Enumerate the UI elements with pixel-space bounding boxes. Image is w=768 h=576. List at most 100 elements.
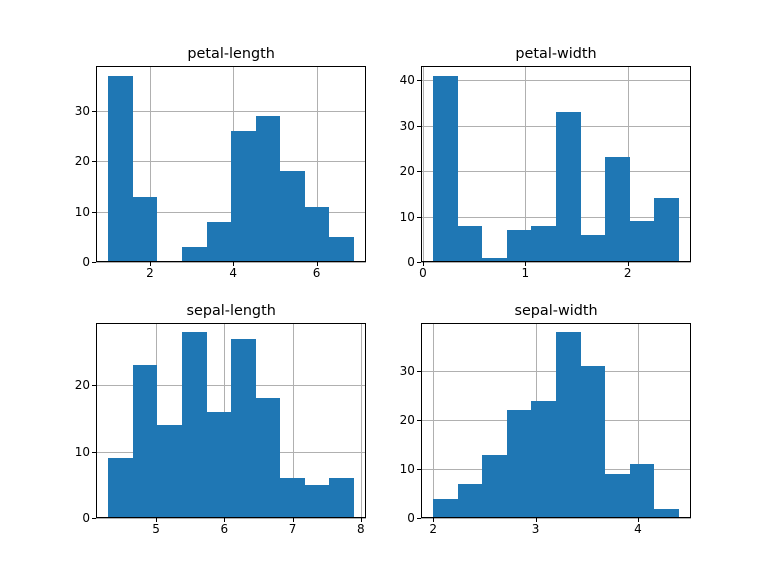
x-tick-label: 2: [429, 522, 437, 536]
histogram-bar: [482, 455, 507, 519]
gridline: [421, 80, 691, 81]
histogram-bar: [458, 226, 483, 262]
tick: [417, 262, 421, 263]
y-tick-label: 40: [397, 73, 415, 87]
histogram-bar: [507, 410, 532, 518]
x-tick-label: 4: [634, 522, 642, 536]
y-tick-label: 10: [397, 210, 415, 224]
tick: [92, 385, 96, 386]
x-tick-label: 2: [146, 266, 154, 280]
chart-title: petal-length: [187, 46, 275, 62]
tick: [92, 161, 96, 162]
gridline: [423, 66, 424, 262]
x-tick-label: 2: [624, 266, 632, 280]
x-tick-label: 5: [152, 522, 160, 536]
histogram-bar: [280, 478, 305, 518]
histogram-bar: [207, 222, 232, 262]
x-tick-label: 7: [289, 522, 297, 536]
y-tick-label: 0: [397, 511, 415, 525]
histogram-bar: [482, 258, 507, 263]
histogram-bar: [207, 412, 232, 519]
histogram-bar: [108, 76, 133, 263]
histogram-bar: [581, 235, 606, 262]
gridline: [361, 323, 362, 519]
tick: [417, 80, 421, 81]
x-tick-label: 3: [532, 522, 540, 536]
chart-title: sepal-length: [186, 303, 275, 319]
tick: [417, 518, 421, 519]
histogram-bar: [329, 237, 354, 262]
histogram-bar: [531, 226, 556, 262]
tick: [417, 171, 421, 172]
histogram-bar: [630, 464, 655, 518]
x-tick-label: 6: [313, 266, 321, 280]
y-tick-label: 20: [72, 378, 90, 392]
histogram-bar: [157, 425, 182, 518]
y-tick-label: 20: [397, 164, 415, 178]
figure: 2460102030petal-length012010203040petal-…: [0, 0, 768, 576]
histogram-bar: [581, 366, 606, 518]
histogram-bar: [231, 339, 256, 519]
histogram-bar: [133, 197, 158, 263]
histogram-bar: [305, 207, 330, 262]
histogram-bar: [256, 398, 281, 518]
tick: [92, 518, 96, 519]
histogram-bar: [556, 112, 581, 262]
x-tick-label: 0: [419, 266, 427, 280]
y-tick-label: 20: [72, 154, 90, 168]
tick: [417, 217, 421, 218]
gridline: [96, 262, 366, 263]
gridline: [96, 111, 366, 112]
x-tick-label: 1: [521, 266, 529, 280]
gridline: [96, 518, 366, 519]
histogram-bar: [133, 365, 158, 518]
tick: [417, 469, 421, 470]
y-tick-label: 10: [397, 462, 415, 476]
chart-petal-width: [421, 66, 691, 262]
histogram-bar: [256, 116, 281, 262]
histogram-bar: [654, 198, 679, 262]
y-tick-label: 10: [72, 445, 90, 459]
histogram-bar: [507, 230, 532, 262]
x-tick-label: 6: [221, 522, 229, 536]
y-tick-label: 0: [72, 511, 90, 525]
tick: [92, 262, 96, 263]
y-tick-label: 0: [397, 255, 415, 269]
y-tick-label: 30: [72, 104, 90, 118]
x-tick-label: 8: [357, 522, 365, 536]
tick: [417, 371, 421, 372]
tick: [92, 212, 96, 213]
y-tick-label: 10: [72, 205, 90, 219]
y-tick-label: 30: [397, 364, 415, 378]
histogram-bar: [329, 478, 354, 518]
x-tick-label: 4: [229, 266, 237, 280]
chart-title: sepal-width: [514, 303, 597, 319]
tick: [92, 452, 96, 453]
y-tick-label: 20: [397, 413, 415, 427]
histogram-bar: [654, 509, 679, 519]
histogram-bar: [458, 484, 483, 518]
tick: [417, 126, 421, 127]
histogram-bar: [182, 247, 207, 262]
tick: [417, 420, 421, 421]
chart-title: petal-width: [515, 46, 596, 62]
histogram-bar: [280, 171, 305, 262]
chart-sepal-width: [421, 323, 691, 519]
tick: [92, 111, 96, 112]
y-tick-label: 30: [397, 119, 415, 133]
histogram-bar: [182, 332, 207, 519]
histogram-bar: [630, 221, 655, 262]
histogram-bar: [433, 76, 458, 263]
histogram-bar: [305, 485, 330, 518]
histogram-bar: [231, 131, 256, 262]
y-tick-label: 0: [72, 255, 90, 269]
histogram-bar: [108, 458, 133, 518]
gridline: [421, 262, 691, 263]
gridline: [421, 518, 691, 519]
histogram-bar: [531, 401, 556, 519]
chart-petal-length: [96, 66, 366, 262]
histogram-bar: [556, 332, 581, 519]
histogram-bar: [433, 499, 458, 519]
chart-sepal-length: [96, 323, 366, 519]
histogram-bar: [605, 157, 630, 262]
